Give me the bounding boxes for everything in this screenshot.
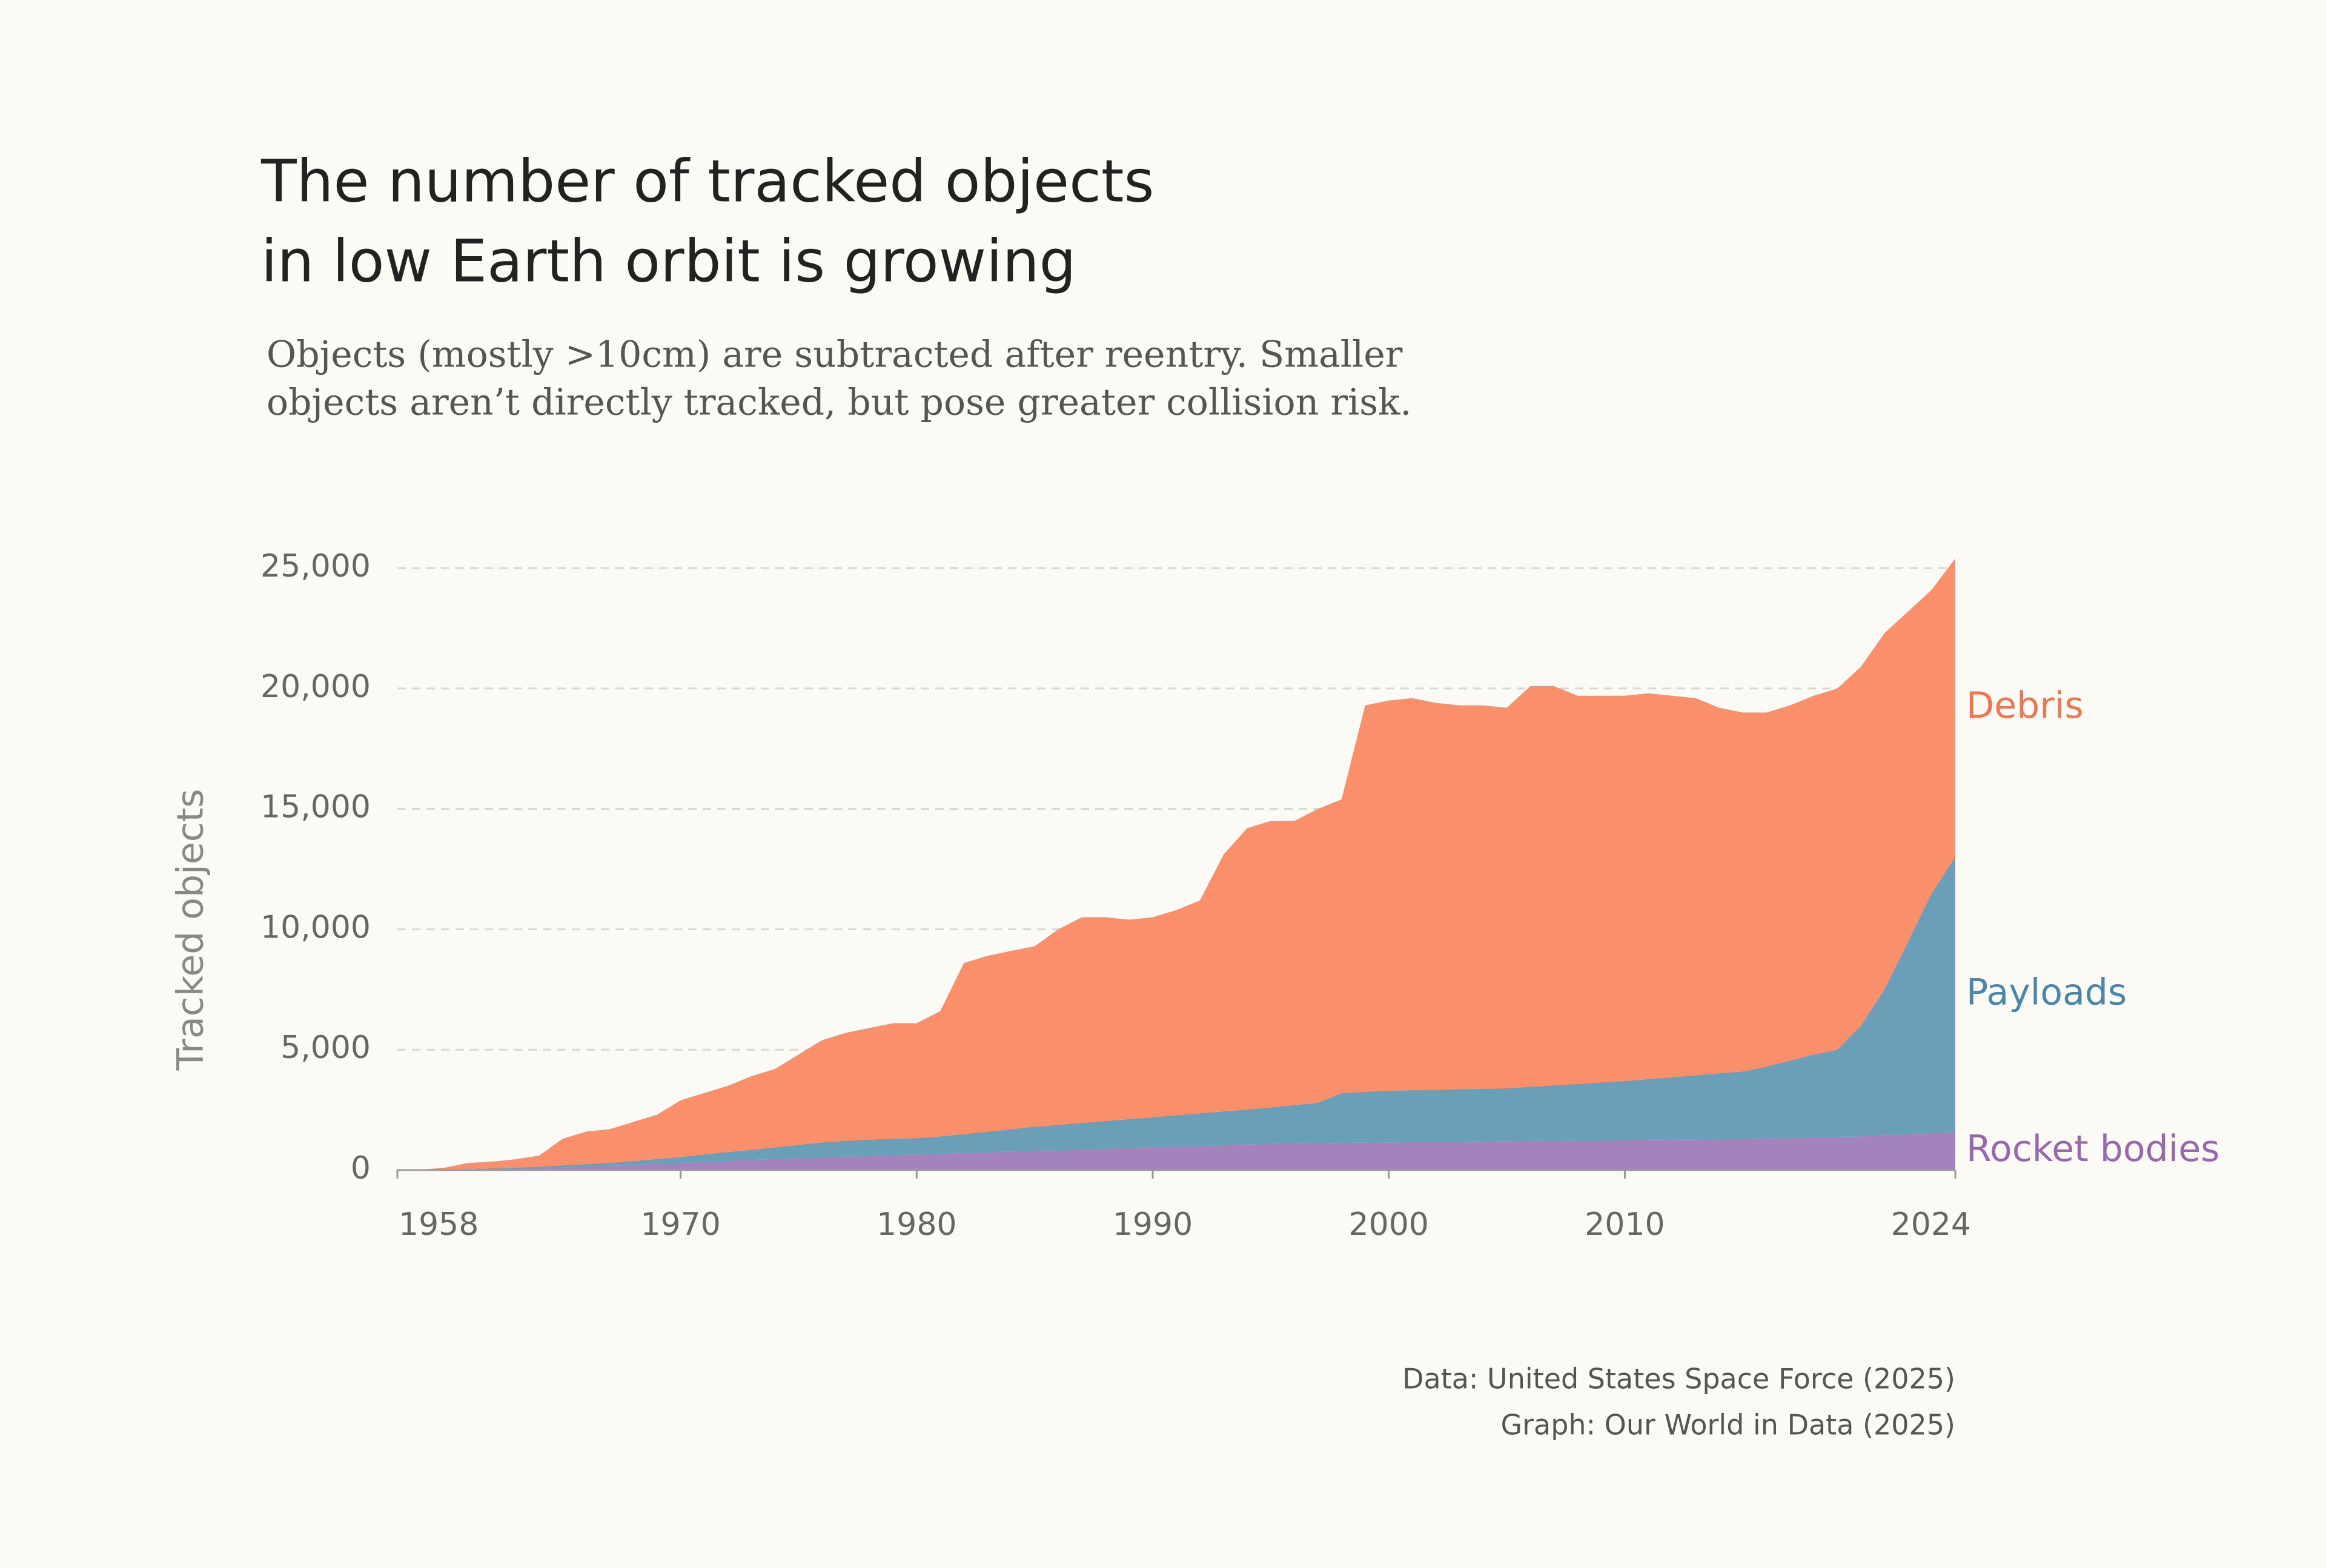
x-tick-label: 2000 [1349,1206,1429,1243]
y-tick-label: 10,000 [260,909,371,945]
y-tick-label: 20,000 [260,669,371,705]
series-label: Rocket bodies [1966,1128,2220,1170]
x-tick-label: 1980 [876,1206,956,1243]
chart-title: in low Earth orbit is growing [261,227,1076,295]
x-tick-label: 1970 [640,1206,720,1243]
x-tick-label: 1958 [399,1206,479,1243]
y-tick-label: 5,000 [280,1030,371,1066]
source-note: Graph: Our World in Data (2025) [1500,1409,1955,1441]
x-tick-label: 2024 [1891,1206,1971,1243]
chart-subtitle: objects aren’t directly tracked, but pos… [267,382,1411,424]
series-label: Debris [1966,684,2084,727]
y-tick-label: 15,000 [260,789,371,825]
y-tick-label: 0 [351,1150,371,1186]
y-tick-label: 25,000 [260,548,371,584]
chart-title: The number of tracked objects [260,147,1155,215]
area [397,1131,1955,1170]
x-tick-label: 1990 [1113,1206,1193,1243]
chart-subtitle: Objects (mostly >10cm) are subtracted af… [267,334,1403,376]
area [397,857,1955,1170]
y-axis-label: Tracked objects [170,789,212,1071]
area [397,558,1955,1170]
x-tick-label: 2010 [1585,1206,1665,1243]
source-note: Data: United States Space Force (2025) [1402,1363,1955,1395]
series-label: Payloads [1966,971,2127,1013]
